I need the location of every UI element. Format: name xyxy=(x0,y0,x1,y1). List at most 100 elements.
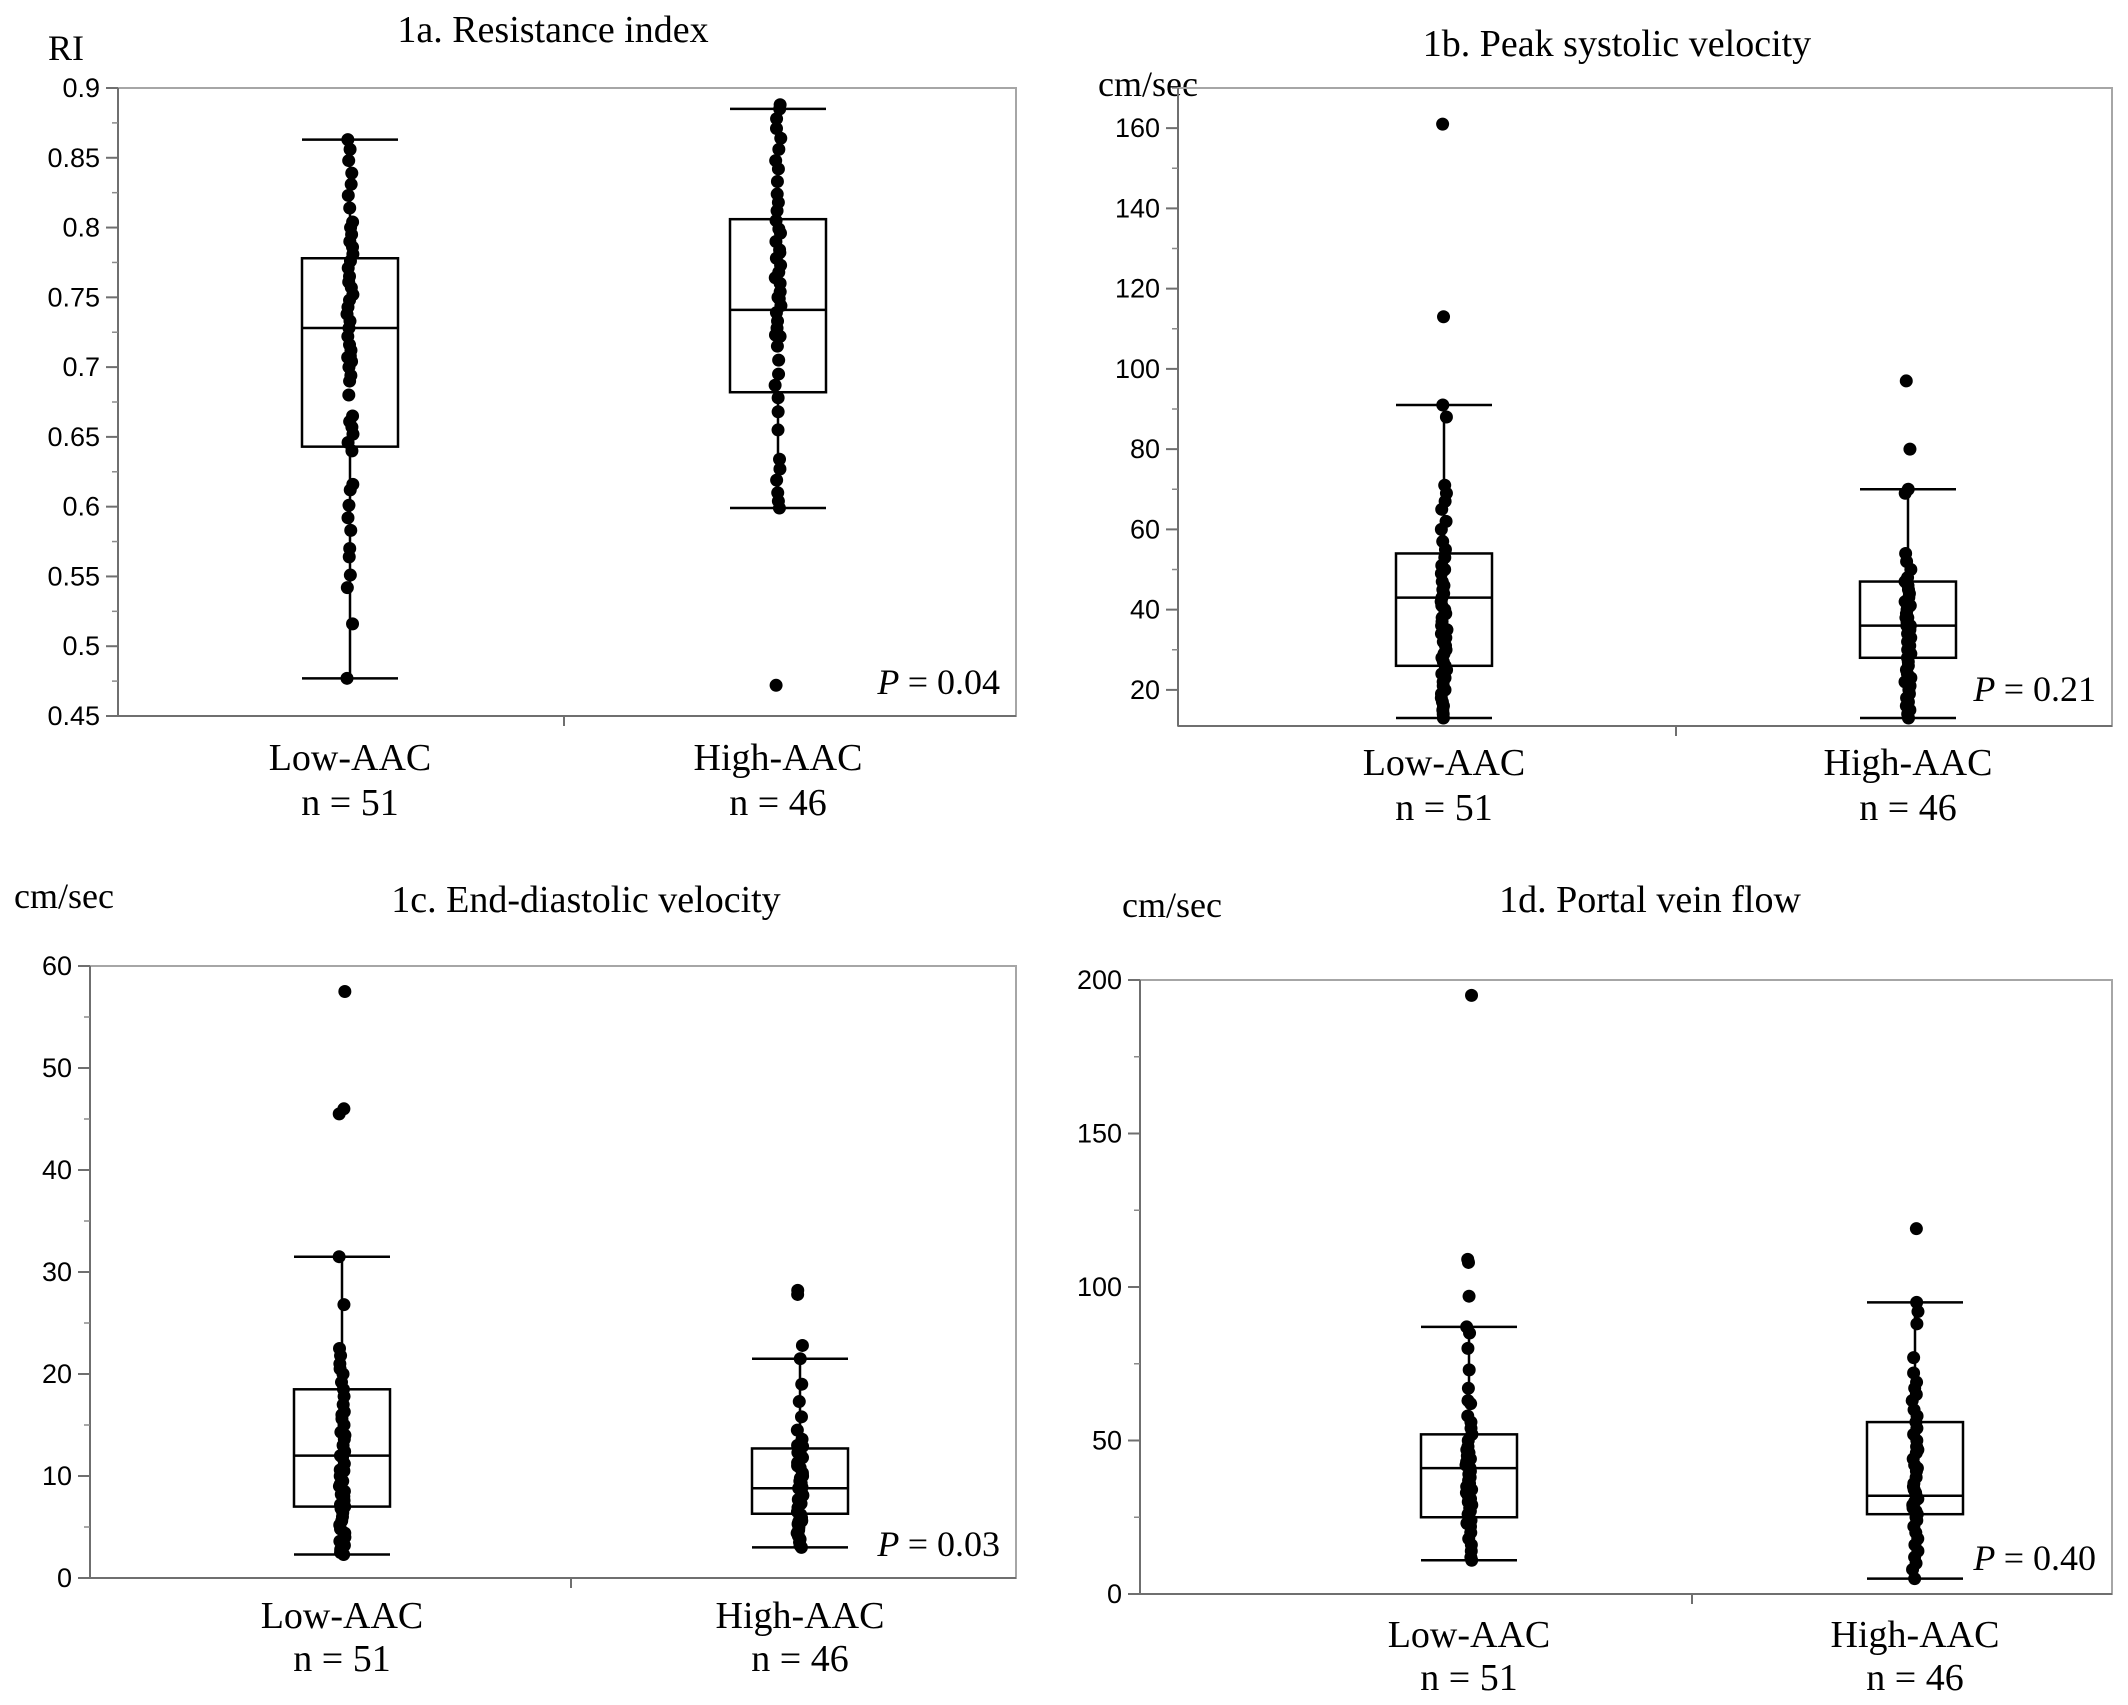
data-point xyxy=(1910,1317,1924,1331)
y-tick-label: 0.6 xyxy=(62,492,100,522)
data-point xyxy=(770,473,784,487)
data-point xyxy=(772,222,786,236)
data-point xyxy=(1459,1486,1473,1500)
data-point xyxy=(773,452,787,466)
data-point xyxy=(342,498,356,512)
p-value-annotation: P = 0.04 xyxy=(876,662,1000,702)
data-point xyxy=(768,378,782,392)
data-point xyxy=(770,175,784,189)
y-tick-label: 20 xyxy=(1130,675,1160,705)
y-tick-label: 0.75 xyxy=(47,282,100,312)
data-point xyxy=(333,1362,347,1376)
box-series-high-aac xyxy=(1865,1222,1965,1586)
data-point xyxy=(1907,1351,1921,1365)
plot-frame xyxy=(1139,979,2113,1595)
category-label: High-AAC xyxy=(716,1595,885,1637)
data-point xyxy=(771,423,785,437)
data-point xyxy=(794,1449,808,1463)
box-series-low-aac xyxy=(300,133,400,685)
category-label: High-AAC xyxy=(1824,742,1993,784)
data-point xyxy=(772,367,786,381)
data-point xyxy=(345,166,359,180)
y-tick-label: 100 xyxy=(1077,1272,1122,1302)
data-point xyxy=(341,511,355,525)
category-label: High-AAC xyxy=(1831,1614,2000,1656)
data-point xyxy=(341,133,355,147)
y-tick-label: 150 xyxy=(1077,1119,1122,1149)
data-point xyxy=(772,142,786,156)
data-point xyxy=(770,339,784,353)
data-point xyxy=(332,1107,346,1121)
data-point xyxy=(344,177,358,191)
data-point xyxy=(333,1477,347,1491)
data-point xyxy=(1462,1446,1476,1460)
data-point xyxy=(337,1464,351,1478)
data-point xyxy=(1464,1397,1478,1411)
data-point xyxy=(1908,1572,1922,1586)
y-tick-label: 10 xyxy=(42,1461,72,1491)
y-tick-label: 60 xyxy=(42,951,72,981)
data-point xyxy=(1436,117,1450,131)
y-tick-label: 0.7 xyxy=(62,352,100,382)
y-tick-label: 140 xyxy=(1115,193,1160,223)
panel-1b: 1b. Peak systolic velocity cm/sec 20 40 60… xyxy=(1098,23,2113,829)
data-point xyxy=(1910,1461,1924,1475)
data-point xyxy=(332,1250,346,1264)
data-point xyxy=(341,350,355,364)
data-point xyxy=(343,568,357,582)
data-point xyxy=(769,154,783,168)
data-point xyxy=(1436,711,1450,725)
data-point xyxy=(341,188,355,202)
data-point xyxy=(343,201,357,215)
sample-size-label: n = 51 xyxy=(293,1638,390,1680)
panel-1a: 1a. Resistance index RI 0.45 0.5 0.55 0.6 0.… xyxy=(47,9,1017,824)
panel-title: 1c. End-diastolic velocity xyxy=(391,879,780,921)
panel-1c: 1c. End-diastolic velocity cm/sec 0 10 20 3… xyxy=(14,876,1017,1680)
data-point xyxy=(771,290,785,304)
y-tick-label: 0.9 xyxy=(62,73,100,103)
data-point xyxy=(343,142,357,156)
p-value-annotation: P = 0.40 xyxy=(1972,1538,2096,1578)
data-point xyxy=(791,1438,805,1452)
sample-size-label: n = 51 xyxy=(1420,1657,1517,1699)
y-tick-label: 40 xyxy=(42,1155,72,1185)
data-point xyxy=(334,1487,348,1501)
data-point xyxy=(773,98,787,112)
y-tick-label: 20 xyxy=(42,1359,72,1389)
plot-frame xyxy=(89,965,1017,1579)
box-series-high-aac xyxy=(728,98,828,692)
data-point xyxy=(774,131,788,145)
data-point xyxy=(792,1495,806,1508)
data-point xyxy=(1909,1222,1923,1236)
data-point xyxy=(1436,583,1450,597)
y-tick-label: 120 xyxy=(1115,274,1160,304)
data-point xyxy=(793,1474,807,1488)
data-point xyxy=(346,409,360,423)
y-tick-label: 30 xyxy=(42,1257,72,1287)
data-point xyxy=(1461,1341,1475,1355)
panel-1d: 1d. Portal vein flow cm/sec 0 50 100 150 200… xyxy=(1077,879,2113,1699)
data-point xyxy=(791,1525,805,1539)
y-tick-label: 160 xyxy=(1115,113,1160,143)
data-point xyxy=(335,1408,349,1422)
data-point xyxy=(338,1428,352,1442)
data-point xyxy=(1899,374,1913,388)
y-tick-label: 0.65 xyxy=(47,422,100,452)
y-tick-label: 50 xyxy=(1092,1426,1122,1456)
data-point xyxy=(337,1298,351,1312)
data-point xyxy=(768,328,782,342)
panel-title: 1d. Portal vein flow xyxy=(1499,879,1801,921)
panel-title: 1b. Peak systolic velocity xyxy=(1423,23,1811,65)
data-point xyxy=(346,617,360,631)
data-point xyxy=(771,391,785,405)
y-tick-label: 0 xyxy=(1107,1579,1122,1609)
data-point xyxy=(793,1352,807,1366)
data-point xyxy=(794,1410,808,1424)
y-tick-label: 0.8 xyxy=(62,213,100,243)
data-point xyxy=(1439,410,1453,424)
data-point xyxy=(343,542,357,556)
y-tick-label: 0.5 xyxy=(62,631,100,661)
data-point xyxy=(770,187,784,201)
